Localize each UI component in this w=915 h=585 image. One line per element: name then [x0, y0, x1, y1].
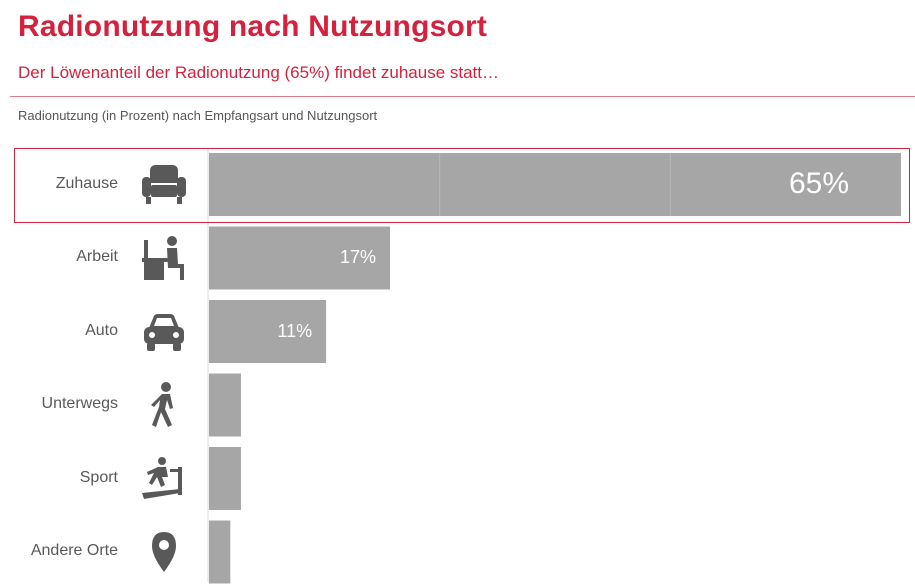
category-label: Zuhause — [55, 174, 118, 192]
bar-sport — [209, 447, 241, 510]
category-label: Arbeit — [76, 248, 118, 265]
data-label: 17% — [339, 247, 376, 267]
data-label: 11% — [277, 320, 313, 341]
walking-person-icon — [140, 381, 188, 429]
armchair-icon — [140, 161, 188, 209]
treadmill-icon — [140, 455, 188, 503]
location-pin-icon — [140, 528, 188, 576]
bar-arbeit — [209, 226, 390, 290]
bar-auto — [209, 300, 327, 363]
bar-unterwegs — [209, 373, 241, 437]
desk-worker-icon — [140, 234, 188, 282]
chart-caption: Radionutzung (in Prozent) nach Empfangsa… — [18, 108, 378, 123]
data-label: 65% — [788, 166, 849, 200]
highlight-frame — [14, 148, 910, 223]
bars-group — [209, 153, 901, 584]
page-title: Radionutzung nach Nutzungsort — [18, 10, 488, 43]
bar-andere-orte — [209, 520, 231, 584]
page-subtitle: Der Löwenanteil der Radionutzung (65%) f… — [18, 63, 500, 82]
bar-zuhause — [209, 153, 901, 216]
category-label: Unterwegs — [41, 395, 118, 412]
car-icon — [140, 308, 188, 356]
category-label: Auto — [85, 321, 118, 339]
divider — [10, 96, 915, 97]
category-label: Sport — [79, 468, 118, 486]
category-label: Andere Orte — [30, 542, 118, 559]
